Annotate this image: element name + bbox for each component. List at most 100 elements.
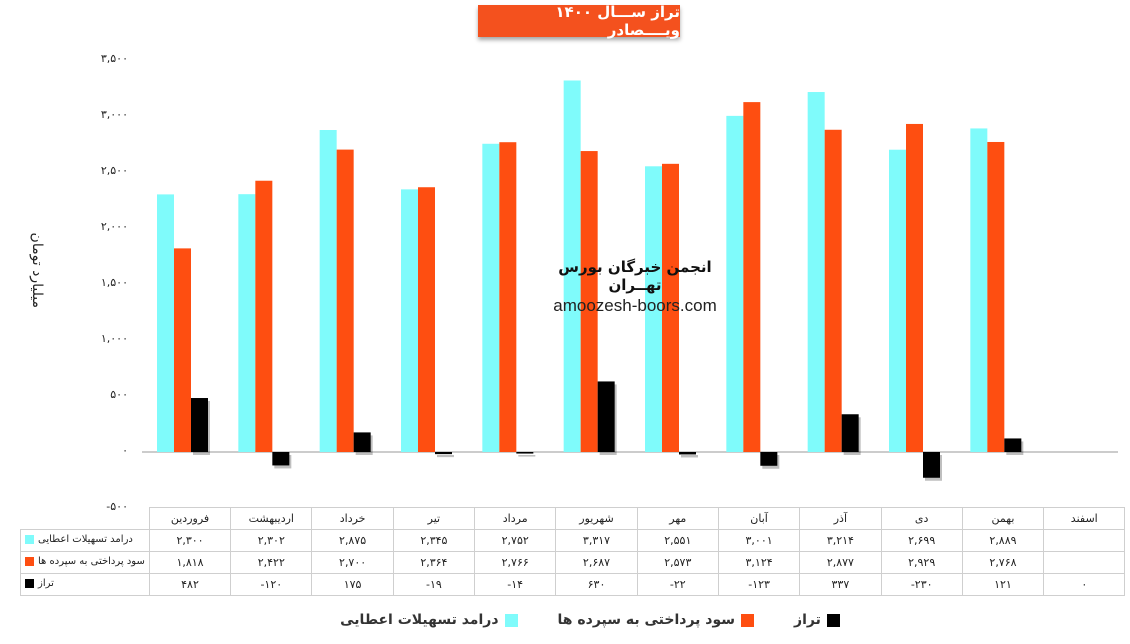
bar-series1-9	[807, 92, 825, 453]
y-tick-label: ۲,۰۰۰	[100, 220, 128, 233]
table-row: درامد تسهیلات اعطایی ۲,۳۰۰ ۲,۳۰۲ ۲,۸۷۵ ۲,۳۴۵…	[20, 529, 1126, 552]
bar-series3-4	[435, 452, 452, 455]
table-cell: ۲,۳۶۴	[392, 551, 476, 574]
table-cell: ۳,۰۰۱	[717, 529, 801, 552]
bar-shadow	[518, 455, 536, 457]
bar-series1-7	[645, 166, 662, 452]
table-cell: ۱۷۵	[311, 573, 394, 596]
table-legend-swatch	[25, 535, 34, 544]
table-header-cell: فروردین	[148, 507, 232, 530]
table-cell: ۱۲۱	[961, 573, 1045, 596]
table-cell: ۲,۸۷۷	[799, 551, 882, 574]
table-legend-swatch	[25, 579, 34, 588]
table-cell: ۶۳۰	[555, 573, 638, 596]
table-cell: ۲,۴۲۲	[230, 551, 313, 574]
table-cell: ۳,۱۲۴	[717, 551, 801, 574]
bar-series3-9	[841, 414, 859, 452]
bar-series2-10	[906, 123, 923, 453]
bar-series3-3	[353, 432, 371, 452]
bar-series3-5	[516, 452, 534, 454]
bar-series3-8	[760, 452, 778, 466]
table-header-cell: مهر	[636, 507, 719, 530]
table-cell: ۰	[1043, 573, 1126, 596]
y-tick-label: ۱,۵۰۰	[100, 276, 128, 289]
table-header-cell: دی	[880, 507, 963, 530]
bar-series1-1	[157, 194, 174, 452]
table-cell: -۲۳۰	[880, 573, 963, 596]
legend: تراز سود پرداختی به سپرده ها درامد تسهیل…	[340, 612, 840, 628]
table-cell: ۲,۸۷۵	[311, 529, 394, 552]
bar-series1-2	[238, 194, 256, 452]
bar-series1-3	[319, 130, 337, 452]
watermark-title: انجمن خبرگان بورس تهــران	[558, 258, 712, 294]
data-table: فروردین اردیبهشت خرداد تیر مرداد شهریور مهر آبا…	[20, 507, 1126, 596]
legend-swatch-series3	[826, 613, 840, 627]
table-cell: ۲,۶۹۹	[880, 529, 963, 552]
table-corner	[20, 507, 150, 530]
watermark-url: amoozesh-boors.com	[553, 296, 717, 315]
table-cell	[1043, 551, 1126, 574]
table-row-label-text: تراز	[38, 578, 54, 589]
table-cell: ۲,۳۰۲	[230, 529, 313, 552]
table-cell: ۲,۵۷۳	[636, 551, 719, 574]
table-cell: -۱۹	[392, 573, 476, 596]
bar-series1-6	[563, 80, 581, 452]
table-row: سود پرداختی به سپرده ها ۱,۸۱۸ ۲,۴۲۲ ۲,۷۰۰ ۲,…	[20, 551, 1126, 574]
bar-series2-3	[336, 149, 354, 452]
bar-series2-4	[418, 187, 435, 452]
chart-title: تراز ســـال ۱۴۰۰ ویــــصادر	[478, 3, 680, 39]
table-cell: ۲,۵۵۱	[636, 529, 719, 552]
table-cell	[1043, 529, 1126, 552]
table-header-cell: اردیبهشت	[230, 507, 313, 530]
table-legend-swatch	[25, 557, 34, 566]
bar-shadow	[437, 455, 454, 458]
table-cell: ۲,۳۴۵	[392, 529, 476, 552]
table-cell: ۱,۸۱۸	[148, 551, 232, 574]
table-header-cell: بهمن	[961, 507, 1045, 530]
table-cell: ۲,۷۶۸	[961, 551, 1045, 574]
table-cell: ۴۸۲	[148, 573, 232, 596]
table-cell: -۲۲	[636, 573, 719, 596]
bar-series1-8	[726, 115, 744, 452]
y-tick-label: ۱,۰۰۰	[100, 332, 128, 345]
table-header-cell: مرداد	[474, 507, 557, 530]
bar-series2-1	[174, 248, 191, 452]
bar-series3-10	[923, 452, 940, 478]
table-cell: ۲,۷۶۶	[474, 551, 557, 574]
bar-series3-2	[272, 452, 290, 466]
table-cell: ۲,۸۸۹	[961, 529, 1045, 552]
bar-series1-10	[889, 149, 906, 452]
table-header-cell: آبان	[717, 507, 801, 530]
table-cell: ۳,۲۱۴	[799, 529, 882, 552]
bar-series3-7	[679, 452, 696, 455]
table-row-label-text: سود پرداختی به سپرده ها	[38, 556, 145, 567]
table-row-label: سود پرداختی به سپرده ها	[20, 551, 150, 574]
y-tick-label: ۵۰۰	[110, 388, 128, 401]
bar-series3-1	[191, 398, 208, 452]
bar-series2-5	[499, 142, 517, 452]
table-header-row: فروردین اردیبهشت خرداد تیر مرداد شهریور مهر آبا…	[20, 507, 1126, 530]
legend-swatch-series2	[741, 613, 755, 627]
y-tick-label: ۲,۵۰۰	[100, 164, 128, 177]
bar-series2-11	[987, 141, 1005, 452]
table-row-label-text: درامد تسهیلات اعطایی	[38, 534, 133, 545]
legend-item-series2: سود پرداختی به سپرده ها	[558, 612, 755, 628]
table-cell: ۲,۷۵۲	[474, 529, 557, 552]
bar-series1-5	[482, 143, 500, 452]
table-header-cell: خرداد	[311, 507, 394, 530]
legend-item-series1: درامد تسهیلات اعطایی	[340, 612, 518, 628]
bar-series2-6	[580, 151, 598, 452]
table-row: تراز ۴۸۲ -۱۲۰ ۱۷۵ -۱۹ -۱۴ ۶۳۰ -۲۲ -۱۲۳ ۳۳۷ -۲۳۰ ۱۲۱…	[20, 573, 1126, 596]
table-cell: ۲,۹۲۹	[880, 551, 963, 574]
table-row-label: تراز	[20, 573, 150, 596]
bar-series2-7	[662, 163, 679, 452]
bar-series2-8	[743, 102, 761, 452]
table-cell: ۳۳۷	[799, 573, 882, 596]
legend-item-series3: تراز	[794, 612, 840, 628]
table-cell: -۱۴	[474, 573, 557, 596]
table-header-cell: شهریور	[555, 507, 638, 530]
bar-series1-11	[970, 128, 988, 452]
y-tick-label: ۳,۰۰۰	[100, 108, 128, 121]
y-tick-label: ۳,۵۰۰	[100, 52, 128, 65]
